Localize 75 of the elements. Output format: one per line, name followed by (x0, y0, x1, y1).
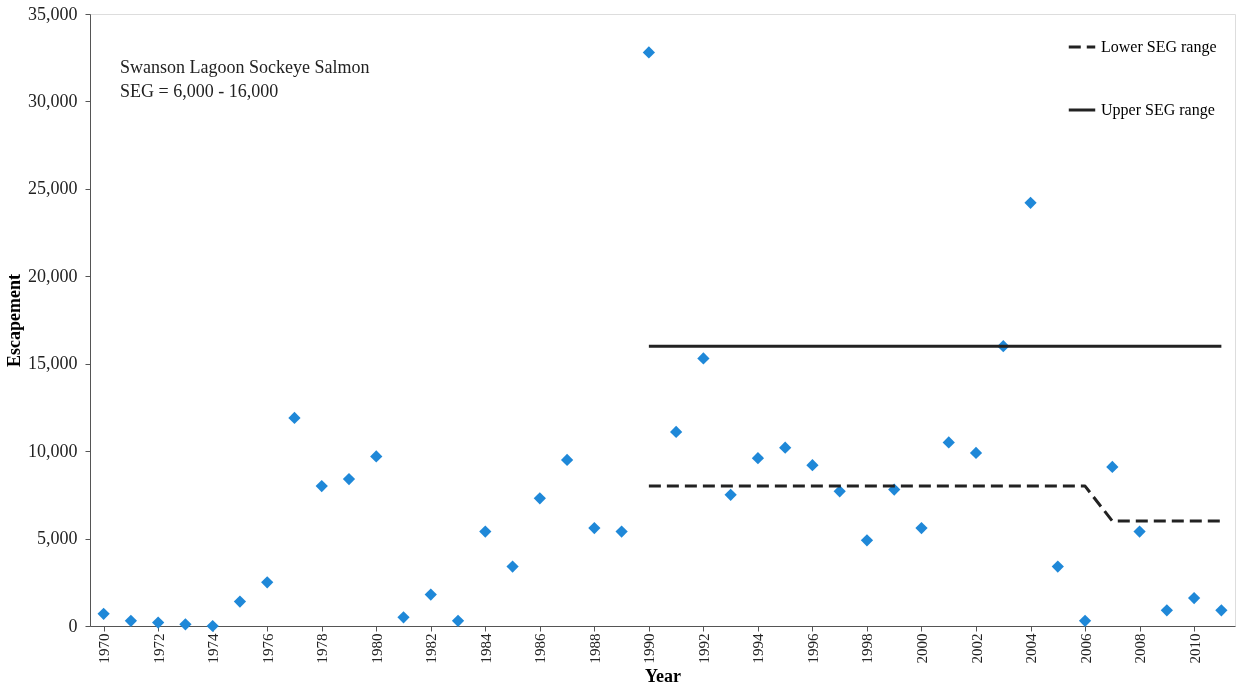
point (1133, 525, 1146, 538)
point (806, 459, 819, 472)
point (1187, 591, 1201, 605)
x-tick-label: 1978 (314, 633, 331, 664)
point (533, 492, 546, 505)
point (1106, 460, 1119, 473)
point (1215, 604, 1228, 617)
y-tick-label: 15,000 (28, 353, 78, 374)
x-tick-label: 1994 (750, 633, 767, 664)
point (152, 616, 165, 629)
point (1078, 614, 1092, 627)
y-tick-label: 5,000 (37, 528, 78, 549)
x-tick-label: 2008 (1132, 633, 1149, 664)
point (288, 411, 301, 425)
x-tick-label: 2002 (968, 633, 985, 664)
point (479, 525, 492, 538)
y-tick-label: 0 (68, 615, 78, 636)
x-tick-label: 2010 (1186, 633, 1203, 664)
x-tick-label: 1992 (695, 633, 712, 664)
x-tick-label: 1996 (804, 633, 821, 664)
point (942, 436, 955, 449)
x-tick-label: 2006 (1077, 633, 1094, 664)
point (560, 453, 574, 467)
x-tick-label: 1970 (96, 633, 113, 664)
point (860, 534, 874, 547)
point (124, 614, 138, 627)
point (751, 452, 765, 465)
point (97, 607, 110, 620)
point (1024, 196, 1037, 209)
point (506, 560, 519, 573)
point (370, 450, 383, 463)
x-tick-label: 1988 (586, 633, 603, 664)
x-axis-title: Year (645, 665, 681, 686)
y-tick-label: 20,000 (28, 265, 78, 286)
annotation: SEG = 6,000 - 16,000 (120, 81, 279, 101)
y-tick-label: 25,000 (28, 178, 78, 199)
point (233, 595, 247, 608)
x-tick-label: 1974 (205, 633, 222, 664)
point (179, 618, 192, 631)
point (588, 521, 601, 535)
x-tick-label: 1984 (477, 633, 494, 664)
point (342, 473, 356, 486)
x-tick-label: 1998 (859, 633, 876, 664)
x-tick-label: 1972 (150, 633, 167, 664)
annotation: Swanson Lagoon Sockeye Salmon (120, 57, 370, 77)
point (915, 521, 928, 535)
point (670, 425, 683, 439)
point (206, 619, 219, 633)
point (424, 588, 437, 601)
point (697, 352, 710, 365)
y-axis-title: Escapement (4, 274, 24, 367)
legend-label: Upper SEG range (1101, 101, 1215, 119)
point (315, 479, 328, 493)
point (642, 46, 655, 59)
point (1160, 604, 1173, 617)
point (397, 611, 410, 624)
point (724, 488, 737, 501)
point (615, 525, 628, 538)
x-tick-label: 2004 (1023, 633, 1040, 664)
legend-label: Lower SEG range (1101, 38, 1217, 56)
point (261, 576, 274, 589)
point (451, 614, 465, 627)
x-tick-label: 1980 (368, 633, 385, 664)
x-tick-label: 1990 (641, 633, 658, 664)
point (833, 485, 846, 498)
x-tick-label: 2000 (913, 633, 930, 664)
x-tick-label: 1976 (259, 633, 276, 664)
x-tick-label: 1986 (532, 633, 549, 664)
y-tick-label: 30,000 (28, 90, 78, 111)
point (1051, 560, 1064, 573)
point (779, 441, 792, 454)
point (969, 446, 983, 460)
y-tick-label: 35,000 (28, 3, 78, 24)
y-tick-label: 10,000 (28, 440, 78, 461)
x-tick-label: 1982 (423, 633, 440, 664)
